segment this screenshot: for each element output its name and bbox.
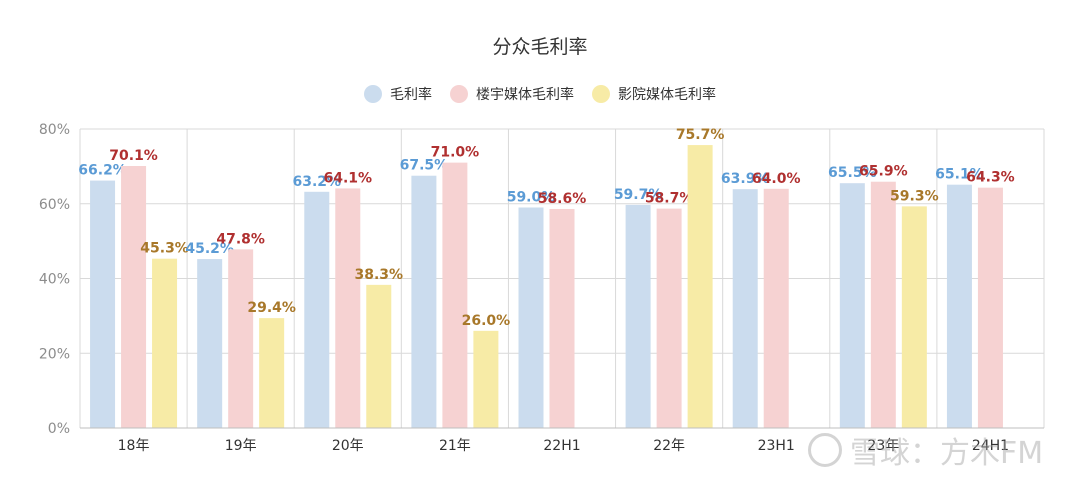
bar [411,175,437,428]
data-label: 65.9% [859,164,908,180]
bar [335,188,361,428]
bar [839,183,865,428]
bar [473,330,499,428]
bar [197,259,223,428]
data-label: 59.3% [890,188,939,204]
legend-swatch [364,85,382,103]
data-label: 70.1% [109,148,158,164]
legend-swatch [450,85,468,103]
data-label: 58.6% [538,191,587,207]
data-label: 67.5% [400,158,449,174]
data-label: 64.0% [752,171,801,187]
x-tick-label: 21年 [439,438,471,454]
legend-item-building-media[interactable]: 楼宇媒体毛利率 [450,84,574,104]
data-label: 65.5% [828,165,877,181]
bar [90,180,116,428]
bar [977,187,1003,428]
watermark: 雪球：方木FM [808,428,1043,472]
data-label: 47.8% [216,231,265,247]
bar [518,207,544,428]
chart-legend: 毛利率 楼宇媒体毛利率 影院媒体毛利率 [0,84,1080,104]
bar [687,145,713,429]
snowball-logo-icon [808,433,842,467]
watermark-text: 雪球：方木FM [850,436,1044,471]
data-label: 71.0% [431,145,480,161]
data-label: 58.7% [645,191,694,207]
y-tick-label: 20% [39,346,70,362]
data-label: 45.3% [140,241,189,257]
data-label: 63.9% [721,171,770,187]
bar [549,208,575,428]
bar [228,249,254,428]
x-tick-label: 18年 [118,438,150,454]
x-tick-label: 23H1 [758,438,795,454]
data-label: 64.1% [323,170,372,186]
x-tick-label: 22年 [653,438,685,454]
bar [121,166,147,428]
bar [763,188,789,428]
bar [901,206,927,428]
bar [442,162,468,428]
data-label: 65.1% [935,167,984,183]
x-tick-label: 23年 [867,438,899,454]
bar [304,191,330,428]
bar [625,204,651,428]
y-tick-label: 0% [48,421,70,437]
data-label: 45.2% [185,241,234,257]
legend-label: 毛利率 [390,87,432,103]
x-tick-label: 20年 [332,438,364,454]
data-label: 29.4% [247,300,296,316]
data-label: 66.2% [78,163,127,179]
legend-swatch [592,85,610,103]
x-tick-label: 22H1 [543,438,580,454]
y-tick-label: 60% [39,197,70,213]
data-label: 59.0% [507,189,556,205]
x-tick-label: 19年 [225,438,257,454]
data-label: 64.3% [966,170,1015,186]
bar [656,208,682,428]
data-label: 63.2% [292,174,341,190]
legend-item-cinema-media[interactable]: 影院媒体毛利率 [592,84,716,104]
legend-label: 楼宇媒体毛利率 [476,87,574,103]
bar [946,184,972,428]
legend-item-gross-margin[interactable]: 毛利率 [364,84,432,104]
bar [870,181,896,428]
bar [366,284,392,428]
bar [152,258,178,428]
data-label: 26.0% [462,313,511,329]
y-tick-label: 80% [39,122,70,138]
chart-title: 分众毛利率 [492,36,588,58]
data-label: 38.3% [354,267,403,283]
bar [259,318,285,428]
data-label: 75.7% [676,127,725,143]
bar [732,189,758,428]
y-tick-label: 40% [39,272,70,288]
data-label: 59.7% [614,187,663,203]
legend-label: 影院媒体毛利率 [618,87,716,103]
x-tick-label: 24H1 [972,438,1009,454]
